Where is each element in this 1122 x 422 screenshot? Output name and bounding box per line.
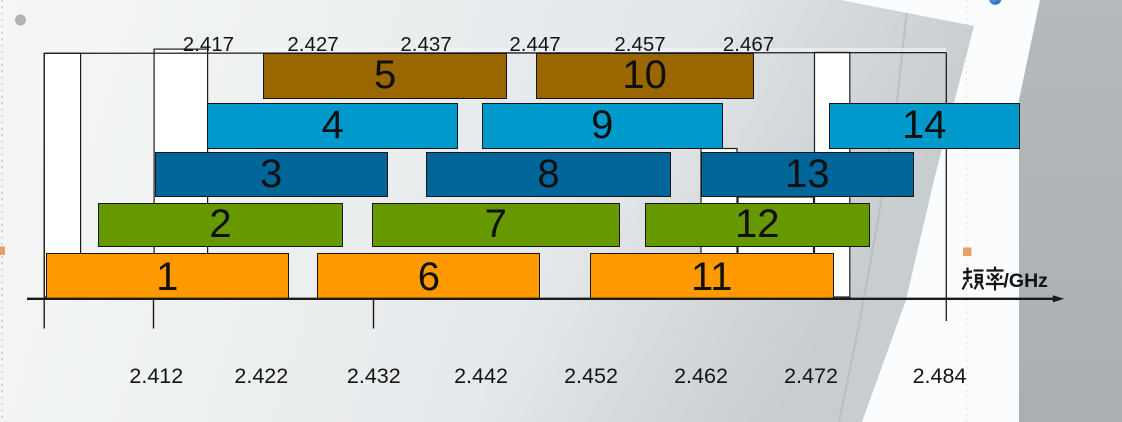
svg-text:/GHz: /GHz <box>1004 270 1049 292</box>
